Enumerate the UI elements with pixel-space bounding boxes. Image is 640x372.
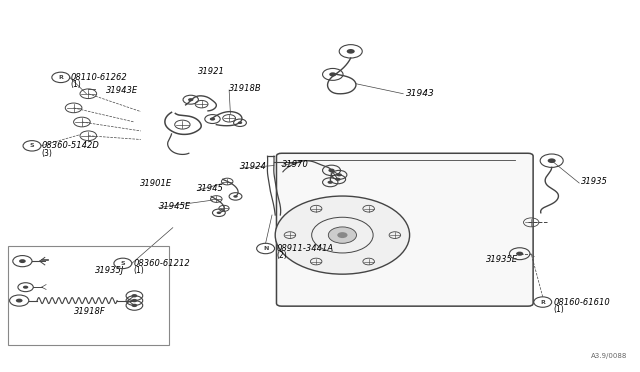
Text: 08160-61610: 08160-61610: [554, 298, 611, 307]
Text: 08911-3441A: 08911-3441A: [276, 244, 333, 253]
Text: S: S: [29, 143, 35, 148]
Text: 31918B: 31918B: [229, 84, 262, 93]
Text: 31901E: 31901E: [140, 179, 172, 187]
Text: (3): (3): [42, 149, 52, 158]
Text: 31935: 31935: [581, 177, 608, 186]
Text: 31918F: 31918F: [74, 307, 106, 316]
FancyBboxPatch shape: [276, 153, 533, 306]
Text: 31924: 31924: [240, 162, 267, 171]
Circle shape: [337, 232, 348, 238]
Circle shape: [210, 118, 215, 121]
Text: 08360-5142D: 08360-5142D: [42, 141, 99, 150]
Text: R: R: [540, 299, 545, 305]
Circle shape: [347, 49, 355, 54]
Circle shape: [548, 158, 556, 163]
Circle shape: [188, 98, 193, 101]
Text: 08110-61262: 08110-61262: [70, 73, 127, 81]
Text: 31921: 31921: [198, 67, 225, 76]
Text: 31970: 31970: [282, 160, 308, 169]
Circle shape: [329, 72, 337, 77]
Circle shape: [328, 181, 333, 184]
Bar: [8, 246, 169, 345]
Circle shape: [238, 121, 243, 124]
Circle shape: [328, 227, 356, 243]
Circle shape: [131, 299, 138, 302]
Circle shape: [337, 173, 342, 176]
Text: S: S: [120, 261, 125, 266]
Circle shape: [275, 196, 410, 274]
Circle shape: [233, 195, 238, 198]
Circle shape: [16, 299, 22, 302]
Text: 31935E: 31935E: [486, 255, 518, 264]
Text: (1): (1): [554, 305, 564, 314]
Circle shape: [335, 178, 340, 181]
Text: (1): (1): [133, 266, 144, 275]
Circle shape: [328, 169, 335, 172]
Text: R: R: [58, 75, 63, 80]
Text: N: N: [263, 246, 268, 251]
Text: (2): (2): [276, 251, 287, 260]
Text: 31943: 31943: [406, 89, 435, 98]
Text: 31945E: 31945E: [159, 202, 191, 211]
Circle shape: [216, 211, 221, 214]
Text: A3.9/0088: A3.9/0088: [591, 353, 627, 359]
Text: 31935J: 31935J: [95, 266, 124, 275]
Circle shape: [131, 294, 138, 298]
Text: (1): (1): [70, 80, 81, 89]
Circle shape: [131, 304, 138, 307]
Text: 31943E: 31943E: [106, 86, 138, 95]
Text: 08360-61212: 08360-61212: [133, 259, 190, 268]
Circle shape: [516, 251, 524, 256]
Circle shape: [19, 259, 26, 263]
Text: 31945: 31945: [197, 185, 224, 193]
Circle shape: [23, 286, 28, 289]
